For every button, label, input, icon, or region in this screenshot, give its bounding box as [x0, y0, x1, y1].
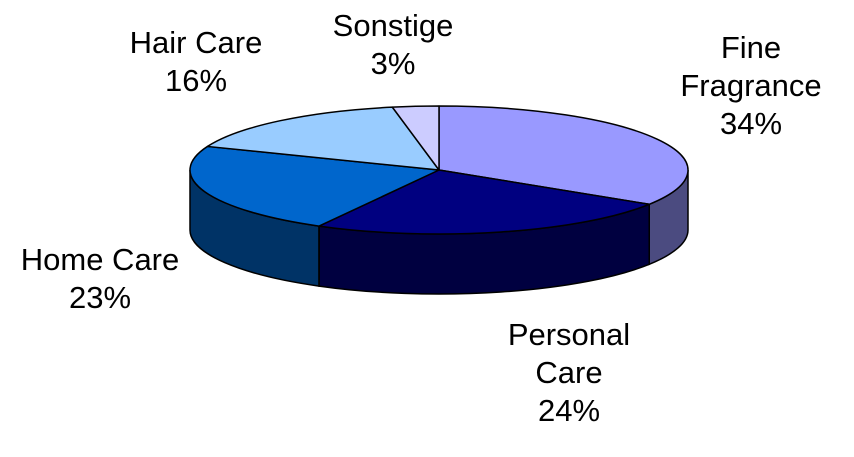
slice-name-label: Care	[535, 355, 602, 390]
slice-label-home-care: Home Care 23%	[21, 242, 180, 315]
slice-label-sonstige: Sonstige 3%	[333, 8, 454, 81]
slice-value-label: 3%	[371, 46, 416, 81]
slice-value-label: 24%	[538, 393, 600, 428]
slice-sonstige	[391, 105, 440, 171]
slice-personal-care	[318, 169, 650, 235]
slice-value-label: 16%	[165, 63, 227, 98]
slice-name-label: Sonstige	[333, 8, 454, 43]
slice-label-hair-care: Hair Care 16%	[130, 25, 263, 98]
slice-label-personal-care: Personal Care 24%	[508, 317, 630, 428]
slice-home-care	[189, 145, 440, 227]
slice-name-label: Hair Care	[130, 25, 263, 60]
slice-label-fine-fragrance: Fine Fragrance 34%	[680, 30, 821, 141]
slice-name-label: Fragrance	[680, 68, 821, 103]
pie-slices	[189, 105, 689, 235]
slice-name-label: Home Care	[21, 242, 180, 277]
slice-value-label: 34%	[720, 106, 782, 141]
slice-hair-care	[206, 106, 440, 171]
slice-value-label: 23%	[69, 280, 131, 315]
slice-name-label: Fine	[721, 30, 781, 65]
slice-name-label: Personal	[508, 317, 630, 352]
slice-labels: Fine Fragrance 34% Personal Care 24% Home Care…	[21, 8, 822, 428]
pie-sides	[189, 169, 689, 295]
